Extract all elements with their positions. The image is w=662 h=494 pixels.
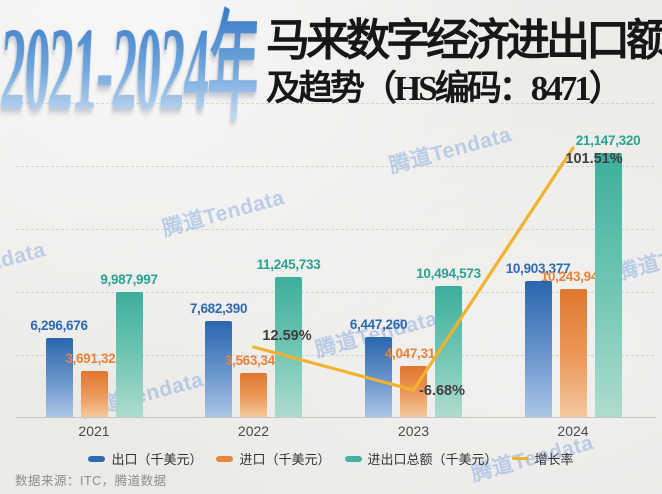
value-label: 6,447,260 bbox=[349, 317, 408, 332]
value-label: 11,245,733 bbox=[256, 257, 321, 272]
value-label: 6,296,676 bbox=[30, 318, 88, 333]
gridline bbox=[16, 292, 654, 293]
value-label: 7,682,390 bbox=[189, 301, 248, 316]
x-tick-2023: 2023 bbox=[397, 423, 430, 439]
page-title: 马来数字经济进出口额 及趋势（HS编码：8471） bbox=[266, 12, 662, 109]
legend-item-growth: 增长率 bbox=[511, 449, 574, 468]
export-swatch-icon bbox=[88, 455, 106, 462]
value-label: 9,987,997 bbox=[100, 272, 158, 287]
import-swatch-icon bbox=[216, 455, 234, 462]
legend-item-export: 出口（千美元） bbox=[88, 449, 202, 468]
bar-进出口总额（千美元）-2021 bbox=[115, 292, 143, 417]
total-swatch-icon bbox=[344, 455, 362, 462]
value-label: 4,047,313 bbox=[384, 346, 443, 361]
title-year-range: 2021-2024年 bbox=[0, 0, 261, 138]
legend-item-import: 进口（千美元） bbox=[216, 449, 331, 468]
gridline bbox=[16, 166, 654, 167]
growth-rate-value: 101.51% bbox=[565, 150, 623, 167]
legend-item-total: 进出口总额（千美元） bbox=[344, 449, 498, 468]
watermark-text: 腾道Tendata bbox=[0, 238, 48, 293]
bar-进出口总额（千美元）-2024 bbox=[594, 153, 622, 417]
legend-label: 增长率 bbox=[534, 452, 574, 467]
value-label: 10,494,573 bbox=[416, 266, 481, 281]
watermark-text: 腾道Tendata bbox=[386, 123, 514, 178]
growth-line-swatch-icon bbox=[511, 456, 529, 461]
x-axis-line bbox=[16, 417, 656, 418]
data-source-note: 数据来源：ITC，腾道数据 bbox=[15, 474, 167, 488]
bar-进口（千美元）-2021 bbox=[80, 371, 108, 417]
bar-出口（千美元）-2021 bbox=[45, 338, 73, 417]
value-label: 21,147,320 bbox=[575, 133, 641, 148]
bar-出口（千美元）-2024 bbox=[524, 281, 552, 417]
title-line2: 及趋势（HS编码：8471） bbox=[266, 69, 624, 109]
bar-进口（千美元）-2024 bbox=[559, 289, 587, 417]
gridline bbox=[16, 229, 654, 230]
value-label: 3,563,343 bbox=[224, 353, 283, 368]
legend-label: 进出口总额（千美元） bbox=[367, 452, 498, 467]
bar-进出口总额（千美元）-2022 bbox=[275, 277, 302, 417]
watermark-text: 腾道Tendata bbox=[159, 186, 287, 241]
x-tick-2021: 2021 bbox=[78, 423, 110, 439]
x-tick-2022: 2022 bbox=[237, 423, 270, 439]
bar-出口（千美元）-2022 bbox=[205, 321, 232, 417]
growth-rate-value: -6.68% bbox=[419, 383, 465, 400]
legend-label: 出口（千美元） bbox=[111, 452, 203, 467]
bar-进口（千美元）-2022 bbox=[240, 373, 267, 417]
legend: 出口（千美元） 进口（千美元） 进出口总额（千美元） 增长率 bbox=[0, 449, 662, 468]
value-label: 3,691,321 bbox=[65, 351, 123, 366]
title-line1: 马来数字经济进出口额 bbox=[266, 16, 662, 65]
gridline bbox=[16, 103, 654, 104]
growth-rate-value: 12.59% bbox=[262, 328, 312, 344]
legend-label: 进口（千美元） bbox=[239, 452, 331, 467]
x-tick-2024: 2024 bbox=[557, 423, 589, 439]
